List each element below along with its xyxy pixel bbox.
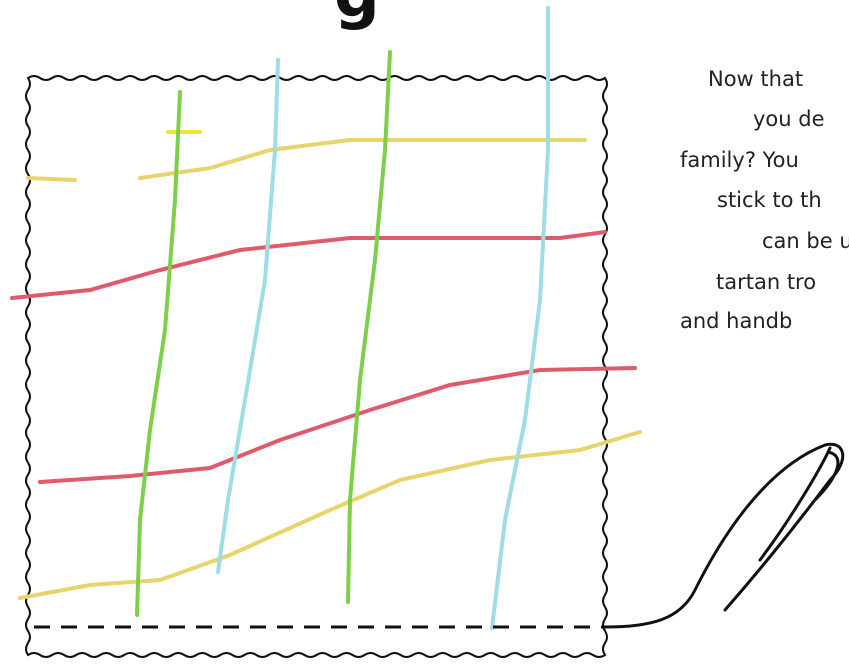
green-line-1 [135,90,182,617]
yellow-line-2 [18,430,642,600]
title: g [334,0,380,32]
text-line: tartan tro [716,270,816,294]
tartan-lines [10,6,642,630]
red-line-1 [10,230,607,300]
text-line: Now that [708,67,803,91]
blue-line-1 [216,58,280,574]
text-line: family? You [680,148,799,172]
text-line: you de [753,107,825,131]
green-line-2 [346,50,392,604]
blue-line-2 [490,6,550,630]
red-line-2 [38,366,637,484]
text-line: stick to th [717,188,822,212]
yellow-line [138,138,587,180]
instructions: Now that you de family? You stick to th … [680,67,849,333]
yellow-stub [26,176,77,182]
fabric-border [25,75,609,659]
needle-and-thread [603,442,845,629]
text-line: can be u [762,229,849,253]
text-line: and handb [680,309,792,333]
